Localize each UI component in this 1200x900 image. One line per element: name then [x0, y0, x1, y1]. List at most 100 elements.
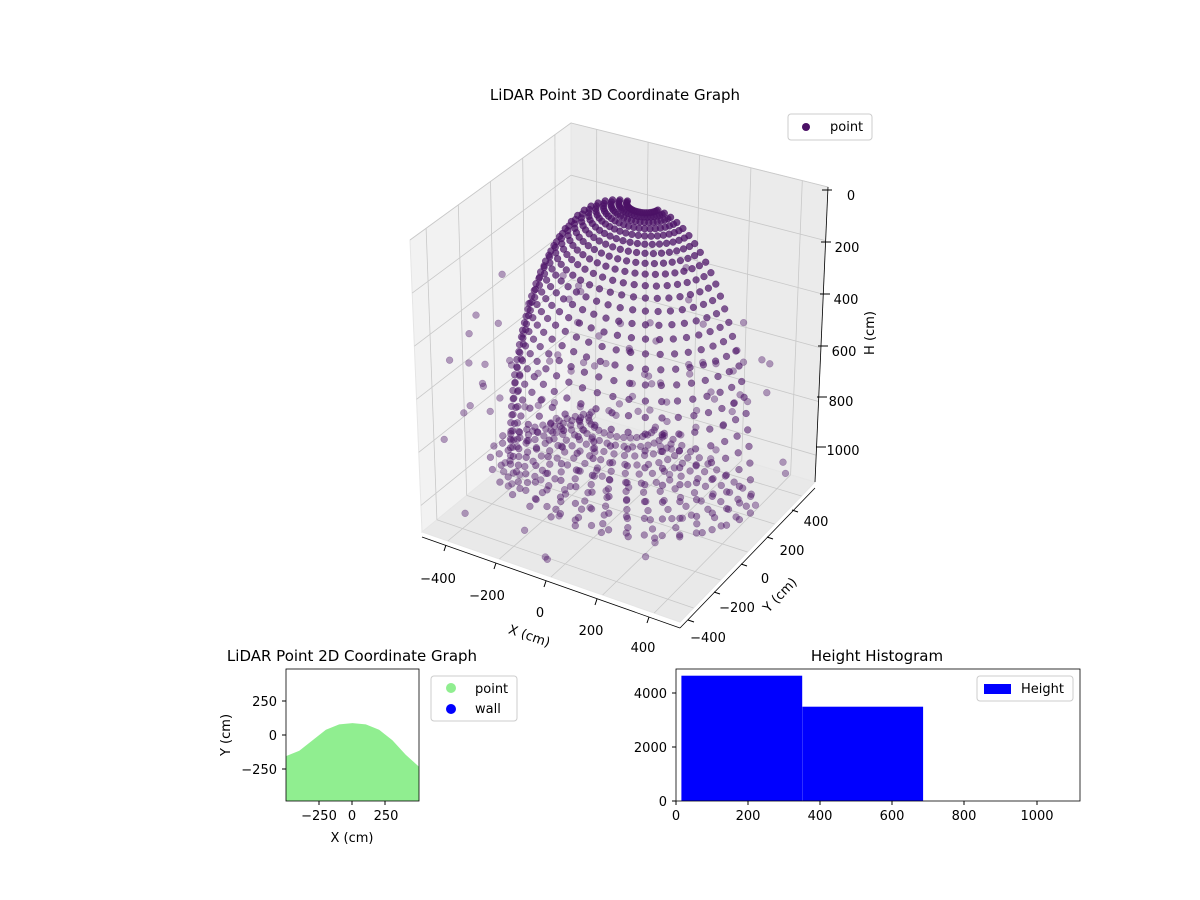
scatter-3d-point: [641, 553, 650, 561]
scatter-3d-point: [659, 231, 668, 239]
scatter-3d-point: [565, 295, 573, 303]
scatter-3d-point: [513, 435, 522, 443]
scatter-3d-point: [554, 441, 562, 450]
scatter-3d-point: [543, 314, 552, 323]
scatter-3d-point: [566, 482, 575, 491]
scatter-3d-point: [540, 432, 548, 440]
scatter-3d-point: [506, 457, 514, 465]
scatter-3d-point: [641, 240, 649, 248]
y-tick-mark: [713, 591, 721, 595]
scatter-3d-point: [594, 199, 602, 207]
z-tick-label: 0: [847, 189, 855, 204]
scatter-3d-point: [609, 276, 617, 284]
scatter-3d-point: [734, 495, 742, 503]
scatter-3d-point: [553, 454, 561, 462]
scatter-3d-point: [570, 431, 579, 439]
scatter-3d-point: [779, 458, 787, 466]
scatter-3d-point: [583, 429, 591, 438]
scatter-3d-point: [625, 483, 633, 492]
scatter-3d-point: [563, 394, 571, 402]
scatter-3d-point: [595, 237, 603, 245]
scatter-3d-point: [660, 429, 668, 437]
scatter-3d-point: [708, 492, 716, 500]
floor-gridline: [526, 446, 775, 525]
scatter-3d-point: [641, 430, 649, 438]
scatter-3d-point: [746, 459, 754, 467]
scatter-3d-point: [676, 481, 684, 489]
scatter-3d-point: [722, 471, 730, 479]
scatter-3d-point: [568, 300, 577, 309]
y-axis-line: [679, 487, 816, 629]
scatter-3d-point: [576, 421, 585, 430]
scatter-3d-point: [558, 425, 566, 433]
y-tick-mark: [791, 509, 799, 513]
scatter-3d-point: [652, 478, 660, 487]
legend-2d: point wall: [430, 675, 518, 722]
floor-gridline: [496, 470, 748, 553]
scatter-3d-point: [622, 478, 630, 487]
scatter-3d-point: [707, 269, 715, 277]
scatter-3d-point: [721, 472, 730, 480]
scatter-3d-point: [592, 405, 600, 413]
scatter-3d-point: [717, 481, 725, 490]
scatter-3d-point: [547, 426, 555, 435]
scatter-3d-point: [573, 449, 581, 457]
legend-box: [976, 675, 1074, 702]
scatter-3d-point: [631, 269, 639, 277]
z-tick-label: 400: [834, 293, 859, 308]
scatter-3d-point: [692, 317, 700, 325]
scatter-3d-point: [572, 288, 581, 296]
scatter-3d-point: [605, 252, 613, 260]
scatter-3d-point: [676, 464, 684, 472]
scatter-3d-point: [623, 479, 631, 487]
scatter-3d-point: [534, 369, 542, 377]
scatter-3d-point: [649, 450, 658, 458]
scatter-3d-point: [686, 290, 695, 299]
scatter-3d-point: [733, 432, 741, 440]
scatter-3d-point: [544, 453, 552, 461]
scatter-3d-point: [600, 511, 608, 519]
scatter-3d-point: [580, 426, 588, 435]
scatter-3d-point: [557, 442, 566, 450]
scatter-3d-point: [557, 460, 566, 468]
scatter-3d-point: [739, 484, 747, 492]
scatter-3d-point: [699, 358, 707, 367]
x-tick-label: −250: [301, 809, 337, 824]
scatter-3d-point: [520, 319, 529, 327]
scatter-3d-point: [641, 464, 649, 472]
scatter-3d-point: [616, 196, 624, 204]
scatter-3d-point: [587, 408, 596, 416]
scatter-3d-point: [665, 248, 674, 256]
scatter-3d-point: [440, 435, 448, 444]
scatter-3d-point: [506, 460, 515, 468]
scatter-3d-point: [641, 335, 650, 343]
scatter-3d-point: [728, 407, 736, 416]
scatter-3d-point: [676, 293, 684, 301]
scatter-3d-point: [504, 473, 512, 481]
scatter-3d-point: [603, 493, 611, 502]
scatter-3d-point: [548, 301, 556, 310]
scatter-3d-point: [472, 311, 480, 319]
scatter-3d-point: [678, 514, 687, 522]
scatter-3d-point: [521, 380, 529, 388]
scatter-3d-point: [512, 468, 521, 476]
scatter-3d-point: [620, 433, 628, 442]
scatter-3d-point: [745, 442, 753, 451]
scatter-3d-point: [593, 464, 602, 472]
scatter-3d-point: [545, 251, 553, 259]
x-tick-label: 0: [672, 809, 680, 824]
scatter-3d-point: [515, 427, 523, 436]
scatter-3d-point: [595, 426, 603, 434]
scatter-3d-point: [465, 330, 473, 338]
scatter-3d-point: [648, 525, 657, 533]
scatter-3d-point: [640, 451, 649, 460]
scatter-3d-point: [479, 382, 488, 390]
scatter-3d-point: [655, 240, 664, 248]
scatter-3d-point: [697, 497, 705, 505]
scatter-3d-point: [551, 321, 560, 329]
scatter-3d-point: [739, 358, 748, 366]
scatter-3d-point: [707, 455, 715, 463]
scatter-3d-point: [533, 321, 541, 329]
scatter-3d-point: [568, 416, 576, 425]
scatter-3d-point: [625, 395, 633, 404]
